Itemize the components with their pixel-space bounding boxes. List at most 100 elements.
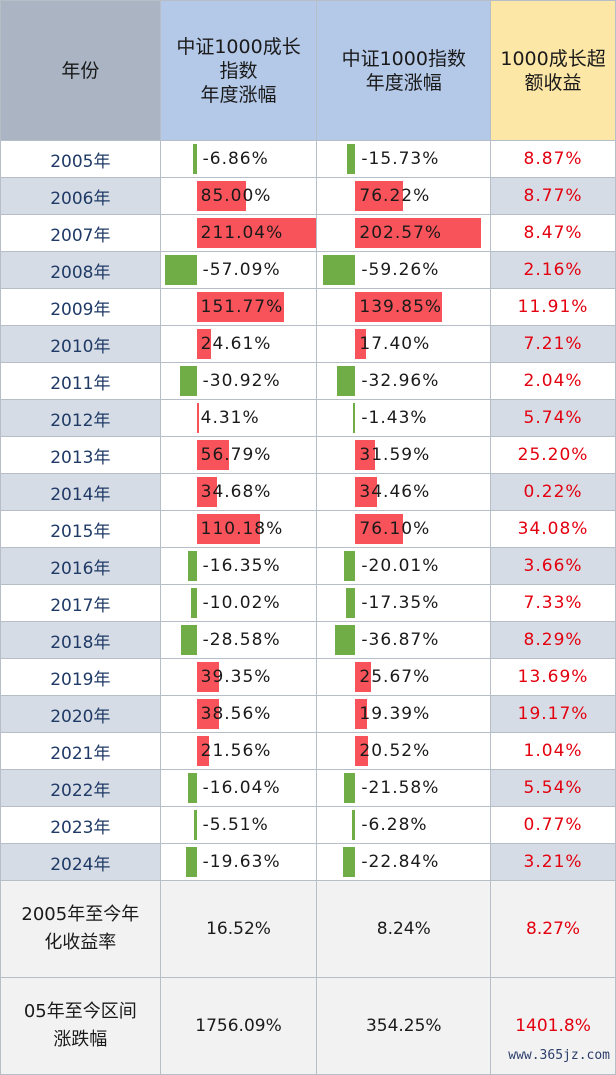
excess-return-cell: 34.08% — [490, 510, 616, 548]
index-return-cell: 34.46% — [316, 473, 492, 511]
header-excess-line-2: 额收益 — [524, 71, 582, 94]
year-cell: 2008年 — [0, 251, 161, 289]
growth-return-cell: 21.56% — [159, 732, 318, 770]
excess-return-cell: 0.77% — [490, 806, 616, 844]
growth-return-cell: 151.77% — [159, 288, 318, 326]
growth-return-value: 21.56% — [200, 741, 272, 761]
annualized-excess: 8.27% — [490, 880, 616, 978]
index-data-bar — [355, 181, 403, 211]
growth-return-cell: 39.35% — [159, 658, 318, 696]
growth-return-cell: -30.92% — [159, 362, 318, 400]
growth-data-bar — [196, 181, 246, 211]
growth-data-bar — [196, 292, 285, 322]
index-return-cell: 25.67% — [316, 658, 492, 696]
growth-return-value: -19.63% — [202, 852, 281, 872]
index-return-value: -1.43% — [361, 408, 428, 428]
growth-return-cell: -28.58% — [159, 621, 318, 659]
growth-return-value: 38.56% — [200, 704, 272, 724]
year-cell: 2010年 — [0, 325, 161, 363]
index-return-value: -21.58% — [361, 778, 440, 798]
index-return-value: -36.87% — [361, 630, 440, 650]
excess-return-cell: 11.91% — [490, 288, 616, 326]
excess-return-cell: 8.77% — [490, 177, 616, 215]
index-return-value: 34.46% — [359, 482, 431, 502]
year-cell: 2005年 — [0, 140, 161, 178]
index-return-cell: 17.40% — [316, 325, 492, 363]
index-return-cell: -1.43% — [316, 399, 492, 437]
growth-return-value: 24.61% — [200, 334, 272, 354]
growth-return-cell: -19.63% — [159, 843, 318, 881]
cumulative-label: 05年至今区间 涨跌幅 — [0, 977, 161, 1075]
growth-data-bar — [196, 736, 210, 766]
growth-return-cell: 34.68% — [159, 473, 318, 511]
excess-return-cell: 5.74% — [490, 399, 616, 437]
excess-return-cell: 8.87% — [490, 140, 616, 178]
growth-data-bar — [165, 255, 197, 285]
growth-return-value: 34.68% — [200, 482, 272, 502]
table-row: 2017年 -10.02% -17.35% 7.33% — [0, 584, 616, 622]
growth-return-cell: 24.61% — [159, 325, 318, 363]
growth-return-value: -16.35% — [202, 556, 281, 576]
table-row: 2010年 24.61% 17.40% 7.21% — [0, 325, 616, 363]
index-return-value: -15.73% — [361, 149, 440, 169]
index-return-cell: 20.52% — [316, 732, 492, 770]
growth-data-bar — [196, 699, 219, 729]
excess-return-cell: 19.17% — [490, 695, 616, 733]
excess-return-cell: 13.69% — [490, 658, 616, 696]
year-cell: 2016年 — [0, 547, 161, 585]
annualized-label: 2005年至今年 化收益率 — [0, 880, 161, 978]
year-cell: 2023年 — [0, 806, 161, 844]
annualized-growth: 16.52% — [159, 880, 318, 978]
year-cell: 2019年 — [0, 658, 161, 696]
table-row: 2014年 34.68% 34.46% 0.22% — [0, 473, 616, 511]
growth-data-bar — [185, 847, 197, 877]
year-cell: 2014年 — [0, 473, 161, 511]
cumulative-row: 05年至今区间 涨跌幅 1756.09% 354.25% 1401.8% — [0, 977, 616, 1075]
year-cell: 2006年 — [0, 177, 161, 215]
growth-return-cell: 56.79% — [159, 436, 318, 474]
growth-return-value: -5.51% — [202, 815, 269, 835]
index-return-value: 76.10% — [359, 519, 431, 539]
index-return-cell: -17.35% — [316, 584, 492, 622]
index-return-cell: -21.58% — [316, 769, 492, 807]
index-return-cell: 19.39% — [316, 695, 492, 733]
index-data-bar — [355, 329, 367, 359]
index-return-value: 76.22% — [359, 186, 431, 206]
table-row: 2018年 -28.58% -36.87% 8.29% — [0, 621, 616, 659]
excess-return-cell: 7.21% — [490, 325, 616, 363]
index-return-value: -17.35% — [361, 593, 440, 613]
growth-data-bar — [191, 588, 197, 618]
year-rows: 2005年 -6.86% -15.73% 8.87% 2006年 85.00% 76.22%… — [0, 140, 616, 881]
index-data-bar — [355, 662, 372, 692]
year-cell: 2022年 — [0, 769, 161, 807]
growth-return-value: 85.00% — [200, 186, 272, 206]
table-row: 2023年 -5.51% -6.28% 0.77% — [0, 806, 616, 844]
growth-data-bar — [187, 773, 197, 803]
growth-return-cell: -16.35% — [159, 547, 318, 585]
index-data-bar — [345, 588, 356, 618]
growth-return-value: 56.79% — [200, 445, 272, 465]
watermark: www.365jz.com — [508, 1048, 610, 1063]
growth-return-value: -30.92% — [202, 371, 281, 391]
growth-return-cell: -5.51% — [159, 806, 318, 844]
excess-return-cell: 1.04% — [490, 732, 616, 770]
index-return-cell: -20.01% — [316, 547, 492, 585]
growth-return-cell: -57.09% — [159, 251, 318, 289]
cumulative-index: 354.25% — [316, 977, 492, 1075]
growth-return-cell: 85.00% — [159, 177, 318, 215]
index-data-bar — [344, 551, 356, 581]
growth-return-cell: -6.86% — [159, 140, 318, 178]
year-cell: 2012年 — [0, 399, 161, 437]
growth-data-bar — [180, 625, 197, 655]
header-excess-return: 1000成长超 额收益 — [490, 0, 616, 141]
table-row: 2015年 110.18% 76.10% 34.08% — [0, 510, 616, 548]
index-data-bar — [351, 810, 356, 840]
table-row: 2024年 -19.63% -22.84% 3.21% — [0, 843, 616, 881]
cumulative-label-line-1: 05年至今区间 — [23, 1001, 137, 1022]
index-return-cell: 31.59% — [316, 436, 492, 474]
growth-return-value: -28.58% — [202, 630, 281, 650]
index-return-value: 31.59% — [359, 445, 431, 465]
growth-data-bar — [179, 366, 197, 396]
excess-return-cell: 0.22% — [490, 473, 616, 511]
